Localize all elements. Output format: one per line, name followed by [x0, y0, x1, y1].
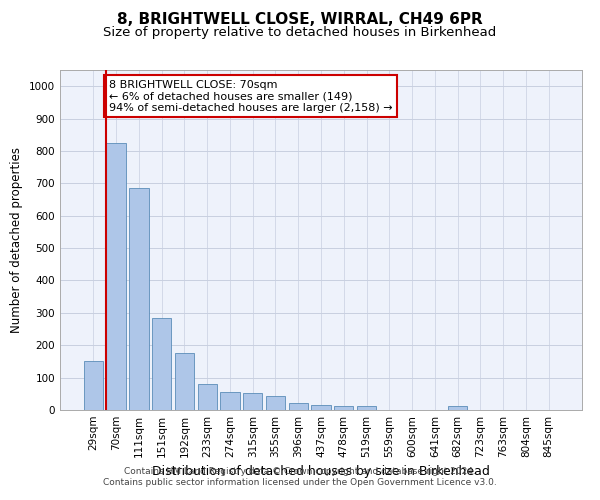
X-axis label: Distribution of detached houses by size in Birkenhead: Distribution of detached houses by size … [152, 466, 490, 478]
Bar [289, 402, 308, 410]
Bar [266, 396, 285, 410]
Bar [357, 406, 376, 410]
Text: 8 BRIGHTWELL CLOSE: 70sqm
← 6% of detached houses are smaller (149)
94% of semi-: 8 BRIGHTWELL CLOSE: 70sqm ← 6% of detach… [109, 80, 392, 113]
Bar [129, 188, 149, 410]
Bar [311, 406, 331, 410]
Bar [243, 393, 262, 410]
Text: Contains public sector information licensed under the Open Government Licence v3: Contains public sector information licen… [103, 478, 497, 487]
Y-axis label: Number of detached properties: Number of detached properties [10, 147, 23, 333]
Bar [175, 354, 194, 410]
Text: 8, BRIGHTWELL CLOSE, WIRRAL, CH49 6PR: 8, BRIGHTWELL CLOSE, WIRRAL, CH49 6PR [117, 12, 483, 28]
Bar [152, 318, 172, 410]
Bar [106, 143, 126, 410]
Bar [197, 384, 217, 410]
Bar [220, 392, 239, 410]
Bar [448, 406, 467, 410]
Bar [84, 362, 103, 410]
Bar [334, 406, 353, 410]
Text: Size of property relative to detached houses in Birkenhead: Size of property relative to detached ho… [103, 26, 497, 39]
Text: Contains HM Land Registry data © Crown copyright and database right 2024.: Contains HM Land Registry data © Crown c… [124, 467, 476, 476]
